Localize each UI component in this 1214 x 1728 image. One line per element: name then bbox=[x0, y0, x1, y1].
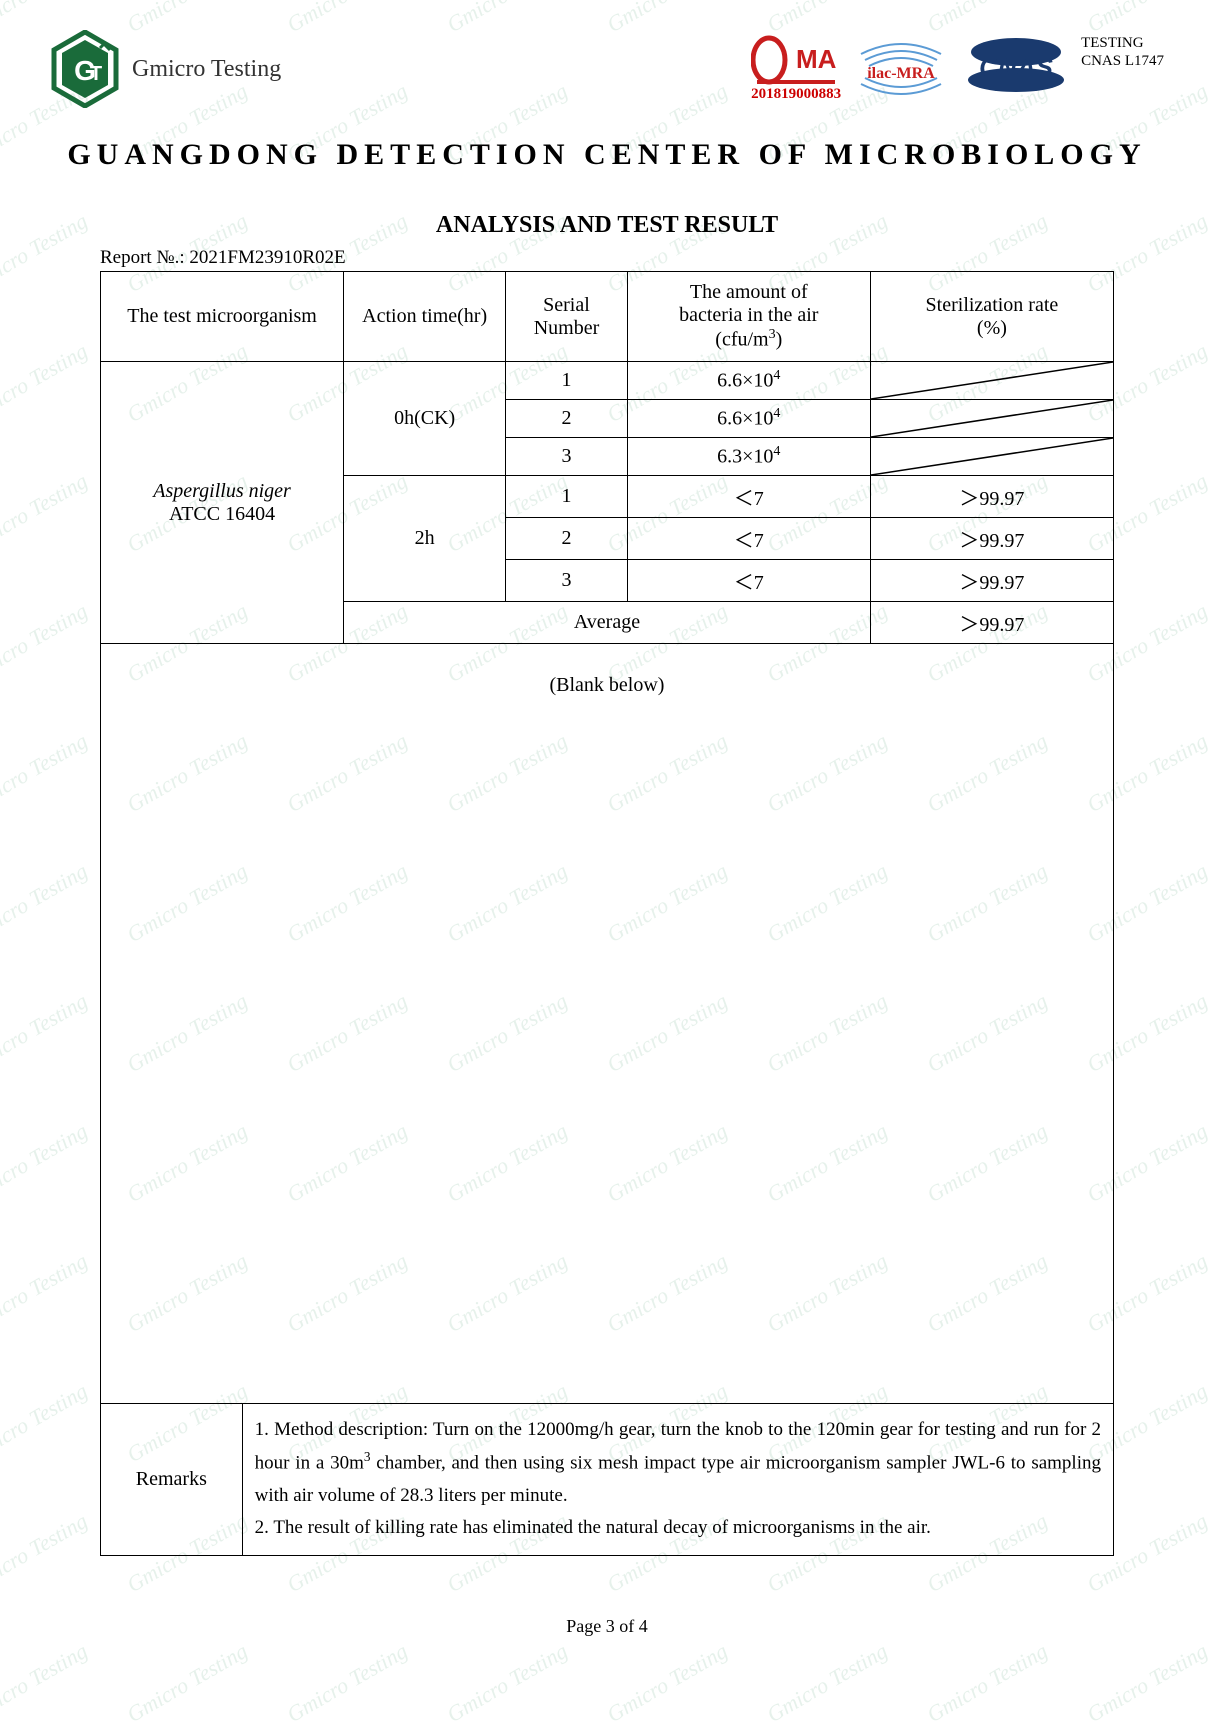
th-amount: The amount of bacteria in the air (cfu/m… bbox=[627, 272, 870, 362]
report-no-label: Report №.: bbox=[100, 247, 189, 268]
cell-serial: 1 bbox=[506, 476, 628, 518]
page-footer: Page 3 of 4 bbox=[50, 1616, 1164, 1637]
cell-serial: 3 bbox=[506, 438, 628, 476]
cnas-logo: CNAS bbox=[961, 34, 1071, 94]
sub-title: ANALYSIS AND TEST RESULT bbox=[50, 212, 1164, 239]
side-line1: TESTING bbox=[1081, 34, 1164, 52]
th-rate: Sterilization rate (%) bbox=[870, 272, 1113, 362]
cell-rate-diagonal bbox=[870, 362, 1113, 400]
cell-rate-diagonal bbox=[870, 438, 1113, 476]
gt-logo-icon: G T bbox=[50, 30, 120, 108]
cell-amount: 6.3×104 bbox=[627, 438, 870, 476]
remarks-row: Remarks 1. Method description: Turn on t… bbox=[100, 1404, 1114, 1556]
cell-serial: 3 bbox=[506, 560, 628, 602]
svg-text:MA: MA bbox=[796, 44, 837, 74]
th-organism: The test microorganism bbox=[101, 272, 344, 362]
side-line2: CNAS L1747 bbox=[1081, 52, 1164, 70]
cell-amount: 6.6×104 bbox=[627, 362, 870, 400]
remarks-body: 1. Method description: Turn on the 12000… bbox=[243, 1404, 1113, 1555]
report-no-value: 2021FM23910R02E bbox=[189, 247, 345, 268]
cell-amount: ＜7 bbox=[627, 560, 870, 602]
cell-organism: Aspergillus niger ATCC 16404 bbox=[101, 362, 344, 644]
svg-text:T: T bbox=[90, 63, 102, 85]
cell-time-2h: 2h bbox=[344, 476, 506, 602]
brand-block: G T Gmicro Testing bbox=[50, 30, 281, 108]
brand-name: Gmicro Testing bbox=[132, 56, 281, 83]
header: G T Gmicro Testing MA 201819000883 bbox=[50, 30, 1164, 108]
svg-text:ilac-MRA: ilac-MRA bbox=[867, 65, 935, 82]
cell-amount: ＜7 bbox=[627, 518, 870, 560]
cell-serial: 2 bbox=[506, 400, 628, 438]
cell-time-0h: 0h(CK) bbox=[344, 362, 506, 476]
cell-serial: 1 bbox=[506, 362, 628, 400]
th-serial: Serial Number bbox=[506, 272, 628, 362]
cell-serial: 2 bbox=[506, 518, 628, 560]
th-action-time: Action time(hr) bbox=[344, 272, 506, 362]
cma-number: 201819000883 bbox=[751, 86, 841, 103]
cell-rate: ＞99.97 bbox=[870, 560, 1113, 602]
cma-logo: MA 201819000883 bbox=[751, 34, 841, 103]
main-title: GUANGDONG DETECTION CENTER OF MICROBIOLO… bbox=[50, 138, 1164, 172]
cell-amount: ＜7 bbox=[627, 476, 870, 518]
blank-area: (Blank below) bbox=[100, 644, 1114, 1404]
report-number: Report №.: 2021FM23910R02E bbox=[50, 247, 1164, 269]
table-header-row: The test microorganism Action time(hr) S… bbox=[101, 272, 1114, 362]
cell-rate: ＞99.97 bbox=[870, 518, 1113, 560]
cnas-side-text: TESTING CNAS L1747 bbox=[1081, 34, 1164, 70]
cnas-icon: CNAS bbox=[961, 34, 1071, 94]
table-row: Aspergillus niger ATCC 16404 0h(CK) 1 6.… bbox=[101, 362, 1114, 400]
blank-text: (Blank below) bbox=[550, 674, 665, 696]
cell-rate-diagonal bbox=[870, 400, 1113, 438]
svg-text:CNAS: CNAS bbox=[979, 52, 1053, 82]
cell-amount: 6.6×104 bbox=[627, 400, 870, 438]
remarks-label: Remarks bbox=[101, 1404, 243, 1555]
cell-average-rate: ＞99.97 bbox=[870, 602, 1113, 644]
cell-rate: ＞99.97 bbox=[870, 476, 1113, 518]
certification-logos: MA 201819000883 ilac-MRA bbox=[751, 34, 1164, 104]
ilac-icon: ilac-MRA bbox=[851, 34, 951, 104]
results-table: The test microorganism Action time(hr) S… bbox=[100, 271, 1114, 644]
cell-average-label: Average bbox=[344, 602, 871, 644]
cma-icon: MA bbox=[751, 34, 841, 86]
ilac-logo: ilac-MRA bbox=[851, 34, 951, 104]
